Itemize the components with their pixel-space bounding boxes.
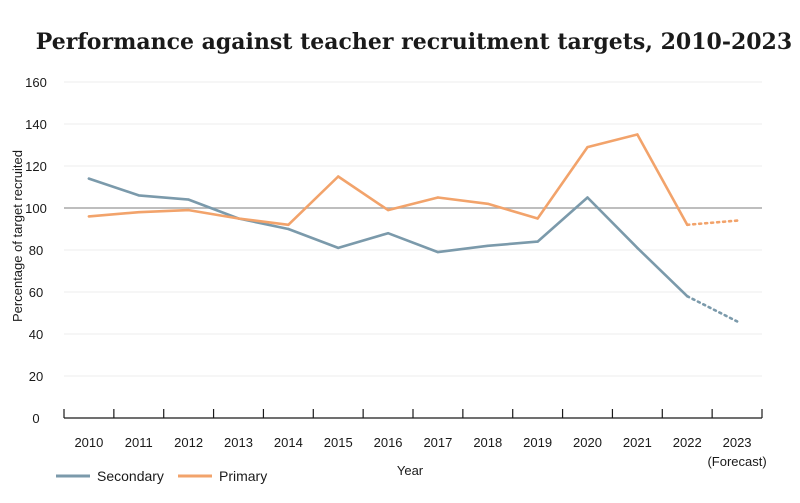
data-point-primary	[735, 219, 739, 222]
y-tick-label: 60	[29, 285, 43, 300]
data-point-primary	[536, 217, 539, 220]
data-point-primary	[187, 208, 190, 212]
data-point-primary	[337, 175, 340, 178]
x-tick-label: 2011	[125, 435, 153, 450]
x-tick-label: 2014	[274, 435, 303, 450]
y-tick-label: 100	[25, 201, 47, 216]
series-line-secondary	[87, 177, 689, 298]
x-tick-label: 2019	[523, 435, 552, 450]
data-point-secondary	[187, 198, 190, 201]
x-tick-label: 2021	[623, 435, 652, 450]
data-point-secondary	[287, 227, 290, 231]
y-axis: 0 20 40 60 80 100 120 140 160	[25, 75, 47, 426]
data-point-primary	[137, 211, 140, 214]
series-layer	[87, 133, 739, 323]
x-tick-label: 2016	[374, 435, 403, 450]
data-point-primary	[87, 215, 91, 218]
y-tick-label: 40	[29, 327, 43, 342]
y-tick-label: 20	[29, 369, 43, 384]
data-point-primary	[287, 223, 290, 226]
data-point-primary	[436, 196, 440, 199]
y-tick-label: 0	[32, 411, 39, 426]
data-point-secondary	[586, 196, 589, 199]
x-tick-label: 2022	[673, 435, 702, 450]
data-point-secondary	[536, 240, 539, 243]
x-tick-label: 2010	[74, 435, 103, 450]
y-tick-label: 160	[25, 75, 47, 90]
x-tick-label: 2017	[423, 435, 452, 450]
data-point-secondary	[735, 320, 739, 323]
data-point-primary	[586, 145, 589, 149]
y-tick-label: 140	[25, 117, 47, 132]
y-axis-title: Percentage of target recruited	[10, 150, 25, 322]
series-forecast-secondary	[685, 294, 739, 323]
chart-title: Performance against teacher recruitment …	[36, 29, 792, 55]
data-point-secondary	[686, 295, 689, 298]
x-tick-label: 2018	[473, 435, 502, 450]
x-tick-label: 2013	[224, 435, 253, 450]
y-tick-label: 80	[29, 243, 43, 258]
data-point-secondary	[436, 250, 440, 254]
series-forecast-primary	[685, 219, 739, 227]
data-point-primary	[237, 217, 240, 220]
x-axis: 2010 2011 2012 2013 2014 2015 2016 2017 2018 2019…	[63, 409, 767, 469]
data-point-primary	[636, 133, 639, 136]
data-point-secondary	[486, 244, 489, 247]
data-point-secondary	[337, 246, 340, 250]
x-tick-label: 2023	[723, 435, 752, 450]
legend-label-primary: Primary	[219, 468, 267, 484]
grid	[64, 81, 762, 377]
data-point-secondary	[87, 177, 91, 180]
y-tick-label: 120	[25, 159, 47, 174]
data-point-primary	[386, 208, 390, 212]
data-point-secondary	[636, 246, 639, 250]
data-point-primary	[486, 202, 489, 205]
x-tick-label: 2020	[573, 435, 602, 450]
legend: Secondary Primary	[56, 468, 267, 484]
data-point-primary	[686, 223, 689, 226]
data-point-secondary	[137, 194, 140, 197]
x-tick-label: 2012	[174, 435, 203, 450]
x-tick-label: 2015	[324, 435, 353, 450]
data-point-secondary	[386, 232, 390, 235]
forecast-note: (Forecast)	[707, 454, 766, 469]
legend-label-secondary: Secondary	[97, 468, 164, 484]
x-axis-title: Year	[397, 463, 424, 478]
